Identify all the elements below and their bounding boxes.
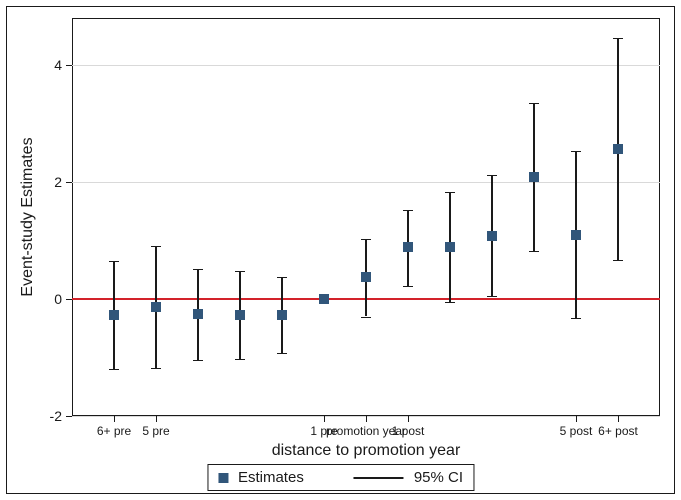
plot-area: -20246+ pre5 pre1 prepromotion year1 pos… [72, 18, 660, 416]
gridline [72, 182, 660, 183]
ci-cap [487, 175, 497, 176]
ci-cap [487, 296, 497, 297]
ci-cap [109, 261, 119, 262]
legend-line-icon [354, 477, 404, 479]
estimate-marker [151, 302, 161, 312]
ci-cap [277, 277, 287, 278]
y-tick-label: -2 [50, 408, 72, 424]
ci-cap [613, 260, 623, 261]
estimate-marker [571, 230, 581, 240]
legend-estimates-label: Estimates [238, 469, 304, 486]
legend: Estimates 95% CI [207, 464, 474, 491]
estimate-marker [487, 231, 497, 241]
y-axis-label: Event-study Estimates [19, 137, 37, 296]
chart-frame: -20246+ pre5 pre1 prepromotion year1 pos… [0, 0, 681, 500]
gridline [72, 65, 660, 66]
x-tick-label: 6+ pre [97, 416, 131, 438]
ci-cap [403, 210, 413, 211]
estimate-marker [319, 294, 329, 304]
ci-cap [361, 239, 371, 240]
x-tick-label: 1 post [392, 416, 425, 438]
ci-cap [277, 353, 287, 354]
estimate-marker [235, 310, 245, 320]
x-tick-label: 6+ post [598, 416, 638, 438]
legend-ci-label: 95% CI [414, 469, 463, 486]
estimate-marker [277, 310, 287, 320]
estimate-marker [193, 309, 203, 319]
ci-cap [613, 38, 623, 39]
ci-cap [235, 359, 245, 360]
estimate-marker [445, 242, 455, 252]
ci-cap [193, 360, 203, 361]
ci-cap [151, 246, 161, 247]
estimate-marker [403, 242, 413, 252]
ci-cap [529, 103, 539, 104]
y-tick-label: 0 [54, 291, 72, 307]
ci-cap [571, 151, 581, 152]
ci-cap [109, 369, 119, 370]
x-axis-label: distance to promotion year [272, 442, 461, 460]
legend-marker-icon [218, 473, 228, 483]
estimate-marker [109, 310, 119, 320]
plot-border [72, 18, 660, 416]
ci-cap [445, 192, 455, 193]
x-tick-label: 5 post [560, 416, 593, 438]
ci-cap [151, 368, 161, 369]
ci-cap [445, 302, 455, 303]
estimate-marker [613, 144, 623, 154]
legend-row: Estimates 95% CI [218, 469, 463, 486]
y-tick-label: 2 [54, 174, 72, 190]
y-tick-label: 4 [54, 57, 72, 73]
ci-cap [403, 286, 413, 287]
ci-cap [361, 317, 371, 318]
ci-cap [193, 269, 203, 270]
estimate-marker [529, 172, 539, 182]
ci-cap [235, 271, 245, 272]
x-tick-label: 5 pre [142, 416, 169, 438]
ci-cap [571, 318, 581, 319]
estimate-marker [361, 272, 371, 282]
ci-cap [529, 251, 539, 252]
